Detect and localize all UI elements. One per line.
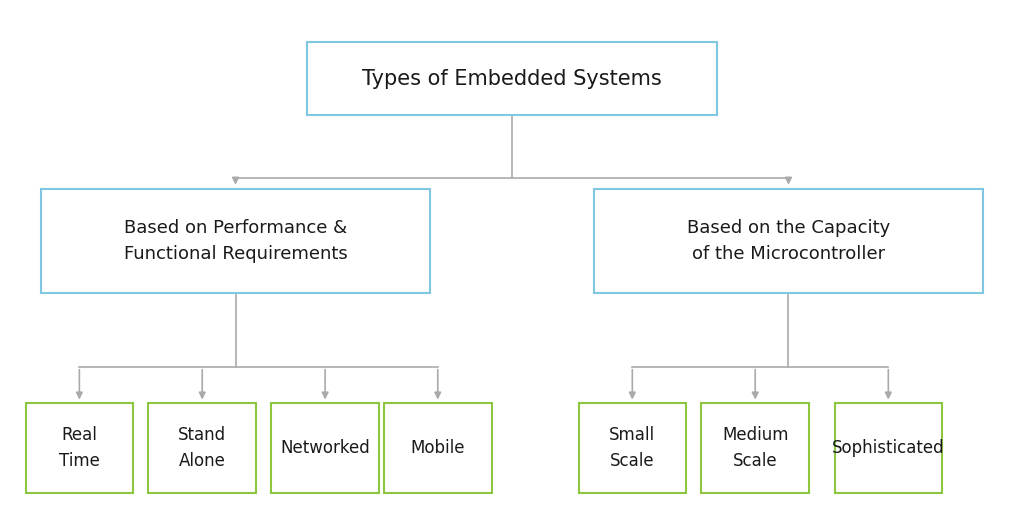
Text: Mobile: Mobile xyxy=(411,439,465,457)
Text: Based on Performance &
Functional Requirements: Based on Performance & Functional Requir… xyxy=(124,219,347,263)
Text: Based on the Capacity
of the Microcontroller: Based on the Capacity of the Microcontro… xyxy=(687,219,890,263)
Text: Sophisticated: Sophisticated xyxy=(833,439,944,457)
FancyBboxPatch shape xyxy=(835,403,942,493)
FancyBboxPatch shape xyxy=(148,403,256,493)
Text: Networked: Networked xyxy=(281,439,370,457)
Text: Stand
Alone: Stand Alone xyxy=(178,426,226,470)
FancyBboxPatch shape xyxy=(307,42,717,115)
FancyBboxPatch shape xyxy=(579,403,686,493)
Text: Medium
Scale: Medium Scale xyxy=(722,426,788,470)
FancyBboxPatch shape xyxy=(594,189,983,293)
FancyBboxPatch shape xyxy=(41,189,430,293)
FancyBboxPatch shape xyxy=(26,403,133,493)
FancyBboxPatch shape xyxy=(384,403,492,493)
Text: Small
Scale: Small Scale xyxy=(609,426,655,470)
FancyBboxPatch shape xyxy=(271,403,379,493)
FancyBboxPatch shape xyxy=(701,403,809,493)
Text: Types of Embedded Systems: Types of Embedded Systems xyxy=(362,69,662,89)
Text: Real
Time: Real Time xyxy=(59,426,99,470)
